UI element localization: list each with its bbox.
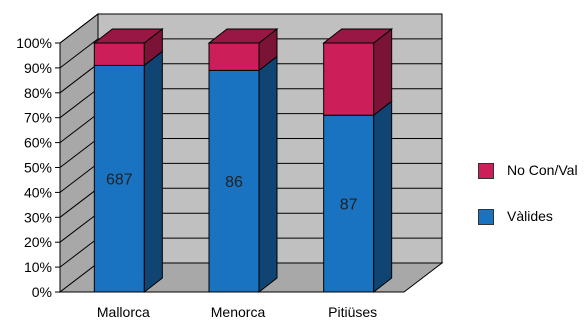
bar-v-lides-0 — [93, 64, 145, 293]
legend-item-no-con-val: No Con/Val — [478, 161, 586, 183]
y-tick-label: 10% — [24, 259, 52, 275]
bar-top-no-con-val-2 — [322, 28, 394, 44]
legend-label-no-con-val: No Con/Val — [507, 162, 578, 178]
bar-side-v-lides-2 — [373, 100, 393, 294]
bar-no-con-val-0 — [93, 42, 145, 66]
bar-v-lides-2 — [323, 114, 375, 293]
bar-side-v-lides-0 — [143, 50, 163, 294]
bar-side-no-con-val-2 — [373, 27, 393, 117]
bar-v-lides-1 — [208, 69, 260, 293]
y-tick-label: 90% — [24, 60, 52, 76]
x-category-label: Mallorca — [97, 304, 150, 320]
legend-swatch-valides — [478, 209, 494, 225]
y-tick-label: 80% — [24, 85, 52, 101]
y-tick-label: 70% — [24, 110, 52, 126]
y-tick-label: 100% — [16, 35, 52, 51]
gridline — [59, 13, 442, 44]
data-label: 687 — [106, 172, 133, 189]
bar-side-v-lides-1 — [258, 55, 278, 294]
y-tick-label: 50% — [24, 160, 52, 176]
legend-label-valides: Vàlides — [507, 208, 553, 224]
bar-no-con-val-1 — [208, 42, 260, 71]
x-axis-labels: Mallorca Menorca Pitiüses — [97, 304, 377, 320]
legend-item-valides: Vàlides — [478, 207, 586, 229]
y-tick-label: 30% — [24, 209, 52, 225]
bar-top-no-con-val-0 — [92, 28, 164, 44]
data-label: 86 — [225, 174, 243, 191]
bar-top-no-con-val-1 — [207, 28, 279, 44]
y-tick-label: 40% — [24, 184, 52, 200]
y-tick-label: 0% — [32, 284, 52, 300]
y-tick-label: 20% — [24, 234, 52, 250]
gridline — [59, 38, 442, 69]
bar-no-con-val-2 — [323, 42, 375, 116]
legend-swatch-no-con-val — [478, 163, 494, 179]
x-category-label: Pitiüses — [328, 304, 377, 320]
y-tick-label: 60% — [24, 135, 52, 151]
y-axis: 0% 10% 20% 30% 40% 50% 60% 70% 80% 90% 100% — [16, 35, 404, 300]
x-category-label: Menorca — [211, 304, 266, 320]
data-label: 87 — [340, 197, 358, 214]
bars: 687 86 87 — [92, 27, 394, 294]
